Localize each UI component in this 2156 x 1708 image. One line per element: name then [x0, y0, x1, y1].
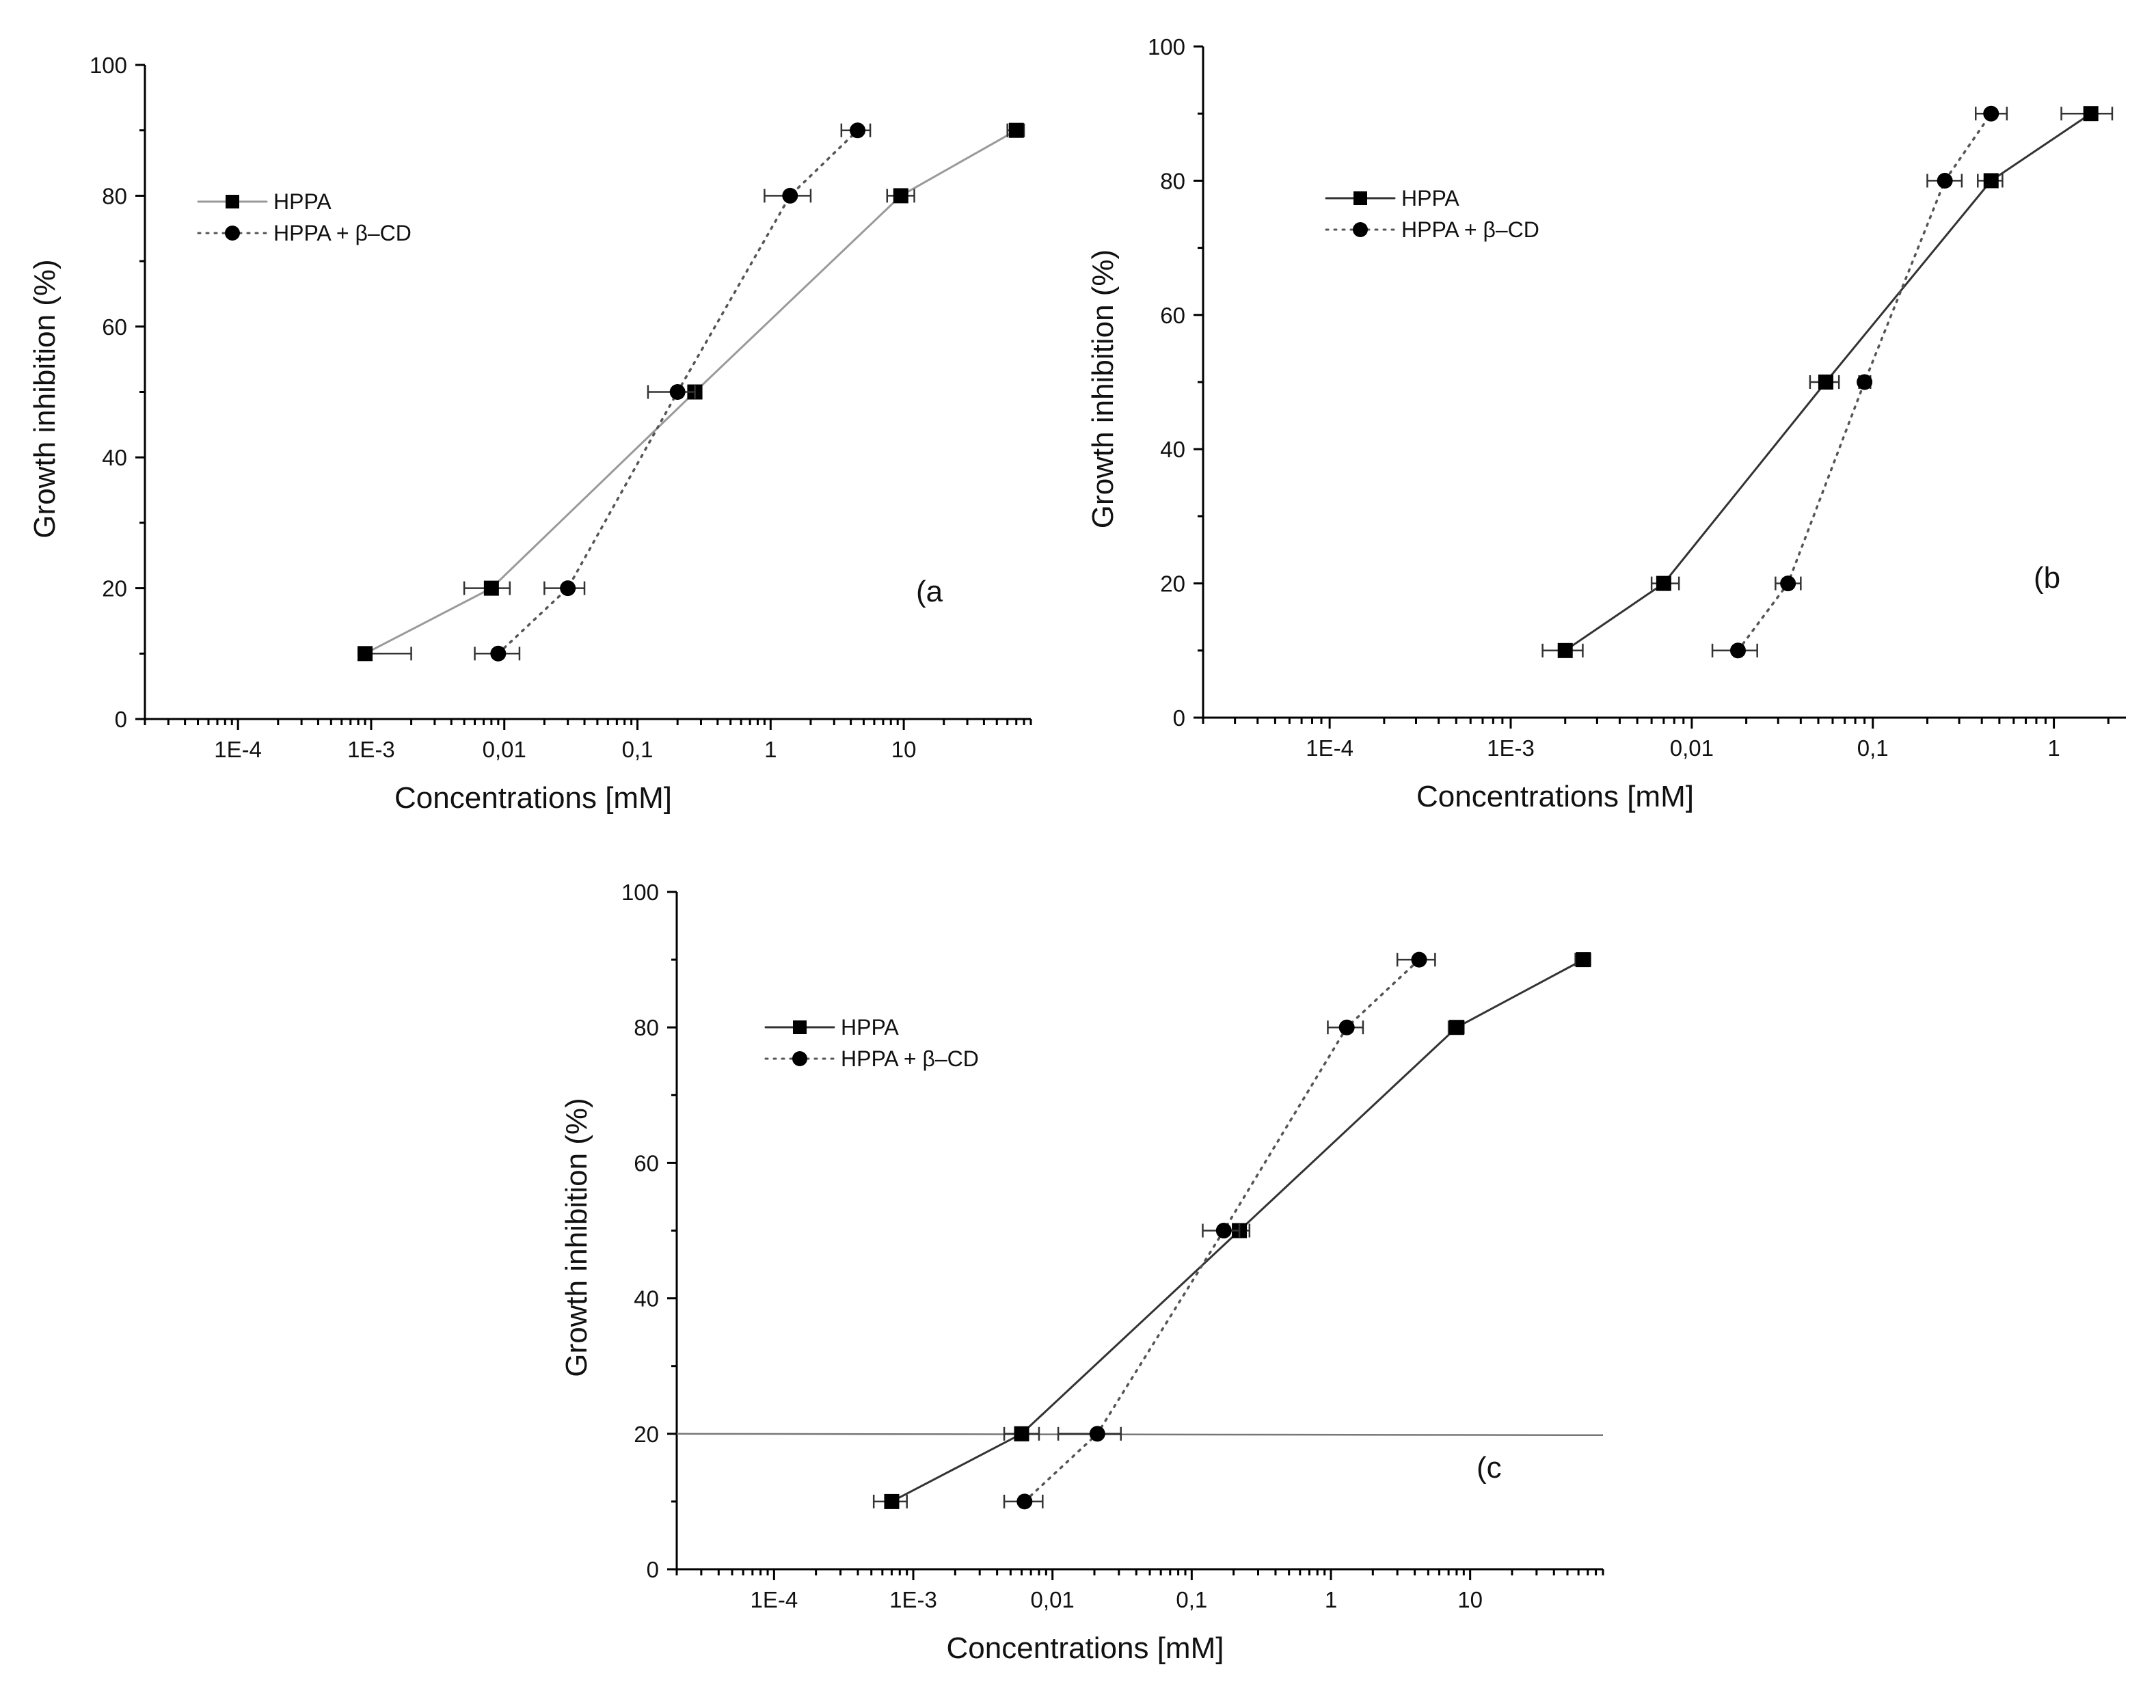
x-axis-label: Concentrations [mM]	[947, 1631, 1224, 1665]
legend-label: HPPA	[841, 1015, 899, 1040]
x-tick-label: 1E-3	[1487, 735, 1535, 761]
legend-marker-square	[226, 195, 239, 208]
y-tick-label: 40	[634, 1286, 659, 1312]
data-point-square	[1008, 122, 1024, 138]
data-point-circle	[1937, 172, 1953, 189]
x-axis-label: Concentrations [mM]	[1416, 780, 1694, 813]
x-tick-label: 0,01	[1670, 735, 1714, 761]
legend-label: HPPA	[273, 189, 332, 214]
data-point-square	[2083, 106, 2099, 122]
x-tick-label: 0,1	[622, 737, 653, 762]
x-tick-label: 1	[1325, 1587, 1337, 1612]
x-tick-label: 1E-4	[1306, 735, 1353, 761]
data-point-square	[884, 1493, 900, 1509]
y-tick-label: 80	[102, 183, 127, 208]
y-axis-label: Growth inhibition (%)	[28, 259, 62, 538]
y-tick-label: 0	[647, 1557, 659, 1582]
data-point-square	[1818, 375, 1833, 390]
data-point-circle	[1089, 1426, 1105, 1442]
data-point-square	[1983, 173, 1999, 189]
y-tick-label: 80	[634, 1015, 659, 1040]
legend-label: HPPA + β–CD	[1401, 217, 1539, 242]
data-point-circle	[1338, 1019, 1355, 1035]
data-point-square	[358, 646, 373, 662]
y-tick-label: 40	[1160, 437, 1185, 462]
y-tick-label: 40	[102, 445, 127, 470]
data-point-circle	[1016, 1493, 1033, 1510]
data-point-square	[1448, 1020, 1464, 1035]
x-tick-label: 0,1	[1176, 1587, 1207, 1612]
legend-marker-circle	[225, 226, 240, 241]
y-tick-label: 60	[634, 1150, 659, 1176]
legend: HPPA HPPA + β–CD	[197, 189, 412, 245]
panel-c: 0 20 40 60 80 100 1E-4 1E-3 0,01 0,1 1 10 Concentrat…	[560, 880, 1604, 1665]
y-axis-label: Growth inhibition (%)	[1086, 249, 1120, 528]
legend-label: HPPA	[1401, 186, 1459, 211]
y-tick-label: 20	[102, 576, 127, 601]
x-tick-label: 0,01	[483, 737, 526, 762]
x-tick-label: 10	[891, 737, 917, 762]
data-point-circle	[1215, 1223, 1232, 1238]
x-axis-label: Concentrations [mM]	[394, 781, 672, 815]
data-point-square	[483, 580, 499, 596]
panel-label: (c	[1477, 1451, 1502, 1485]
legend-label: HPPA + β–CD	[273, 221, 412, 245]
data-point-circle	[669, 384, 686, 400]
legend: HPPA HPPA + β–CD	[1325, 186, 1539, 242]
data-point-circle	[1983, 105, 1999, 122]
y-tick-label: 80	[1160, 168, 1185, 193]
x-tick-label: 0,1	[1857, 735, 1889, 761]
y-tick-label: 60	[1160, 303, 1185, 328]
series-hppa-beta-cd	[474, 122, 872, 662]
legend-marker-circle	[1353, 222, 1368, 237]
x-tick-label: 1	[764, 737, 777, 762]
data-point-circle	[490, 645, 507, 662]
x-tick-label: 10	[1457, 1587, 1483, 1612]
data-point-square	[1014, 1426, 1029, 1441]
data-point-circle	[560, 580, 576, 597]
series-hppa-beta-cd	[1003, 951, 1436, 1510]
y-tick-label: 20	[634, 1422, 659, 1447]
data-point-circle	[850, 122, 866, 139]
y-tick-label: 100	[621, 880, 659, 905]
x-tick-label: 1E-3	[347, 737, 395, 762]
x-tick-label: 1E-3	[889, 1587, 937, 1612]
data-point-square	[1557, 642, 1573, 658]
x-tick-label: 0,01	[1031, 1587, 1075, 1612]
panel-label: (a	[916, 575, 943, 608]
y-tick-label: 0	[1173, 705, 1185, 731]
y-axis-label: Growth inhibition (%)	[560, 1098, 593, 1377]
y-tick-label: 0	[115, 707, 127, 732]
data-point-circle	[1780, 575, 1796, 592]
legend-label: HPPA + β–CD	[841, 1046, 979, 1071]
x-tick-label: 1E-4	[214, 737, 262, 762]
panel-a: 0 20 40 60 80 100 1E-4 1E-3 0,01 0,1 1 10 Concentrat…	[28, 53, 1032, 815]
series-line	[1736, 112, 1993, 652]
series-hppa-beta-cd	[1711, 105, 2008, 659]
panel-label: (b	[2034, 561, 2060, 595]
data-point-circle	[1857, 374, 1873, 390]
data-point-square	[893, 188, 908, 204]
data-point-circle	[1729, 642, 1746, 659]
y-tick-label: 60	[102, 314, 127, 340]
series-hppa	[1541, 106, 2114, 658]
legend: HPPA HPPA + β–CD	[764, 1015, 979, 1071]
x-tick-label: 1	[2047, 735, 2060, 761]
data-point-square	[1656, 575, 1671, 591]
data-point-square	[1576, 952, 1591, 968]
y-tick-label: 20	[1160, 571, 1185, 597]
reference-line	[676, 1433, 1604, 1437]
data-point-circle	[782, 187, 798, 204]
y-tick-label: 100	[1148, 34, 1185, 59]
legend-marker-circle	[792, 1051, 807, 1066]
x-tick-label: 1E-4	[750, 1587, 798, 1612]
data-point-circle	[1411, 951, 1427, 968]
y-tick-label: 100	[90, 53, 127, 78]
legend-marker-square	[1353, 191, 1367, 205]
legend-marker-square	[793, 1020, 807, 1034]
panel-b: 0 20 40 60 80 100 1E-4 1E-3 0,01 0,1 1 Concentratio…	[1086, 34, 2126, 813]
